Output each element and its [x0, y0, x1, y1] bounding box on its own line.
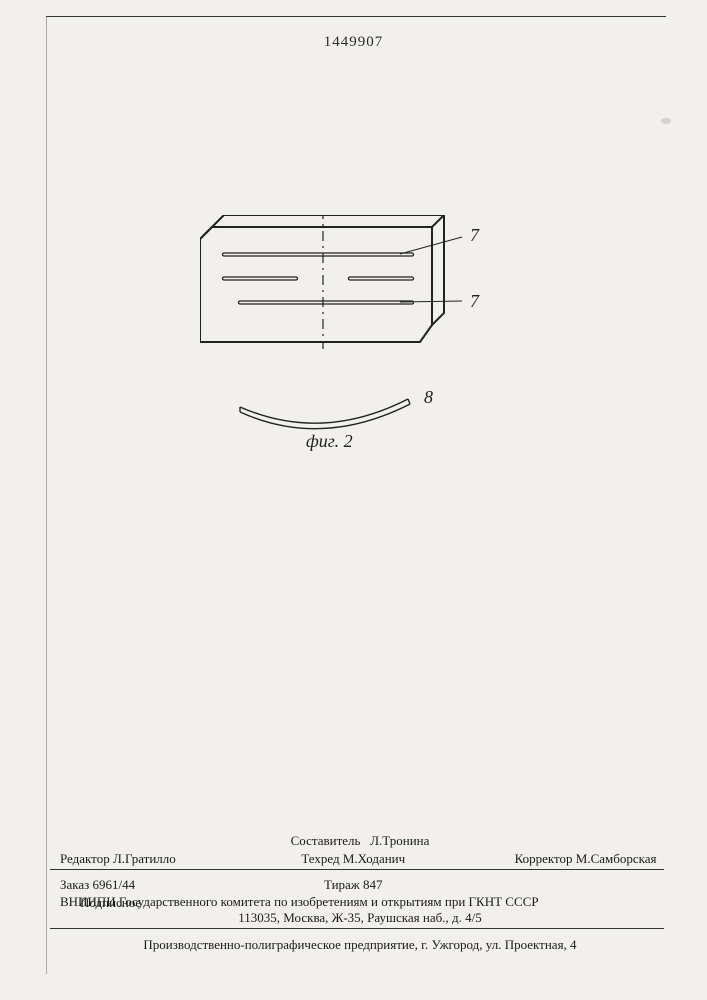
- block-front: [200, 227, 432, 342]
- corrector: Корректор М.Самборская: [447, 850, 657, 868]
- order-no: Заказ 6961/44: [60, 876, 260, 894]
- arc-part: [240, 399, 410, 429]
- compiler-name: Л.Тронина: [370, 833, 429, 848]
- divider-2: [50, 928, 664, 929]
- label-7b: 7: [470, 291, 479, 312]
- address-line: 113035, Москва, Ж-35, Раушская наб., д. …: [60, 909, 660, 927]
- figure-svg: [200, 215, 510, 495]
- block-body: [200, 215, 444, 342]
- printer-line: Производственно-полиграфическое предприя…: [60, 936, 660, 954]
- slot-mid-left: [223, 277, 298, 280]
- patent-number: 1449907: [0, 34, 707, 51]
- page-frame-top: [46, 16, 666, 17]
- compiler-line: Составитель Л.Тронина: [60, 832, 660, 850]
- divider-1: [50, 869, 664, 870]
- editor-line: Редактор Л.Гратилло Техред М.Ходанич Кор…: [60, 850, 660, 868]
- compiler-prefix: Составитель: [291, 833, 361, 848]
- tirage: Тираж 847: [263, 876, 443, 894]
- block-top-side: [212, 215, 444, 227]
- paper-stain: [661, 118, 671, 124]
- slot-top: [223, 253, 414, 256]
- editor: Редактор Л.Гратилло: [60, 850, 260, 868]
- vniipi-line: ВНИИПИ Государственного комитета по изоб…: [60, 893, 660, 911]
- tehred: Техред М.Ходанич: [263, 850, 443, 868]
- block-right-side: [432, 215, 444, 325]
- figure-2: 7 7 8 фиг. 2: [200, 215, 510, 495]
- label-7a: 7: [470, 225, 479, 246]
- slot-mid-right: [349, 277, 414, 280]
- block-topleft-edge: [200, 227, 212, 239]
- slot-bottom: [239, 301, 414, 304]
- page-frame-left: [46, 16, 47, 974]
- figure-caption: фиг. 2: [306, 431, 353, 452]
- label-8: 8: [424, 387, 433, 408]
